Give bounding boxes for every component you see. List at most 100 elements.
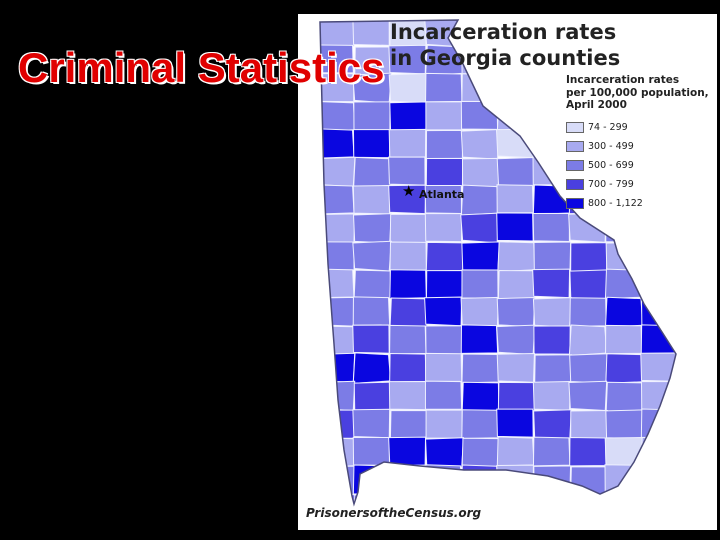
county-region <box>389 241 427 272</box>
county-region <box>388 381 427 411</box>
county-region <box>425 409 463 439</box>
county-region <box>640 408 676 439</box>
county-region <box>320 44 354 74</box>
county-region <box>641 436 676 467</box>
legend-swatch <box>566 140 584 152</box>
county-region <box>533 325 571 355</box>
county-region <box>320 156 356 188</box>
county-region <box>460 324 499 354</box>
county-region <box>460 184 500 216</box>
county-region <box>605 353 644 384</box>
county-region <box>640 268 676 300</box>
county-region <box>352 185 391 215</box>
county-region <box>495 128 535 159</box>
county-region <box>424 213 463 243</box>
county-region <box>389 410 428 440</box>
county-region <box>389 101 428 132</box>
county-region <box>460 212 500 244</box>
county-region <box>352 296 391 326</box>
legend-title-line-3: April 2000 <box>566 99 627 111</box>
county-region <box>353 381 393 412</box>
county-region <box>569 297 607 327</box>
county-region <box>641 241 676 272</box>
county-region <box>352 352 392 384</box>
county-region <box>604 268 643 300</box>
county-region <box>568 212 607 243</box>
legend-label: 300 - 499 <box>588 140 634 152</box>
county-region <box>461 241 501 272</box>
county-region <box>389 352 427 383</box>
county-region <box>496 408 534 438</box>
county-region <box>425 101 463 131</box>
legend-swatch <box>566 121 584 133</box>
county-region <box>496 436 535 467</box>
legend-label: 700 - 799 <box>588 178 634 190</box>
county-region <box>569 493 608 504</box>
county-region <box>320 20 355 47</box>
county-region <box>353 156 392 189</box>
county-region <box>533 465 572 495</box>
county-region <box>604 436 643 467</box>
county-region <box>388 72 428 104</box>
county-region <box>320 325 356 357</box>
county-region <box>425 157 464 188</box>
legend-swatch <box>566 197 584 209</box>
legend-title-line-1: Incarceration rates <box>566 74 680 86</box>
county-region <box>460 129 500 160</box>
county-region <box>496 100 536 132</box>
legend-item: 800 - 1,122 <box>566 194 714 213</box>
county-region <box>497 73 536 104</box>
county-region <box>353 101 391 131</box>
county-region <box>461 353 499 384</box>
legend-item: 700 - 799 <box>566 175 714 194</box>
county-region <box>496 352 535 383</box>
county-region <box>532 381 571 411</box>
georgia-state-outline <box>319 19 677 507</box>
county-region <box>496 156 536 188</box>
county-region <box>461 269 499 299</box>
legend-label: 500 - 699 <box>588 159 634 171</box>
county-region <box>569 269 609 300</box>
county-region <box>570 242 608 272</box>
county-region <box>352 436 391 466</box>
county-region <box>641 20 676 47</box>
county-region <box>388 128 427 159</box>
city-label-atlanta: Atlanta <box>419 188 465 201</box>
county-region <box>496 493 536 504</box>
county-region <box>425 72 463 103</box>
county-region <box>389 269 427 300</box>
county-region <box>533 409 572 440</box>
legend-swatch <box>566 178 584 190</box>
county-region <box>640 44 676 76</box>
county-region <box>425 437 465 468</box>
county-region <box>388 436 427 467</box>
county-region <box>320 268 355 299</box>
county-region <box>388 156 426 186</box>
county-region <box>461 381 500 413</box>
county-region <box>496 296 536 328</box>
county-region <box>642 466 676 496</box>
county-region <box>320 296 355 327</box>
county-region <box>605 381 644 413</box>
county-region <box>534 354 572 385</box>
county-region <box>389 297 428 329</box>
county-region <box>460 296 500 327</box>
legend-title-line-2: per 100,000 population, <box>566 86 709 99</box>
legend-item: 74 - 299 <box>566 118 714 137</box>
county-region <box>640 352 676 382</box>
legend-label: 800 - 1,122 <box>588 197 643 209</box>
legend-swatch <box>566 159 584 171</box>
county-region <box>641 297 676 327</box>
source-credit: PrisonersoftheCensus.org <box>306 506 482 520</box>
county-region <box>460 100 499 130</box>
county-region <box>605 324 643 355</box>
county-region <box>352 408 391 439</box>
county-region <box>424 296 463 327</box>
county-region <box>320 241 355 271</box>
map-title-line-2: in Georgia counties <box>390 46 621 70</box>
county-region <box>532 492 571 504</box>
county-region <box>352 129 391 159</box>
county-region <box>387 464 427 495</box>
county-region <box>497 270 536 301</box>
